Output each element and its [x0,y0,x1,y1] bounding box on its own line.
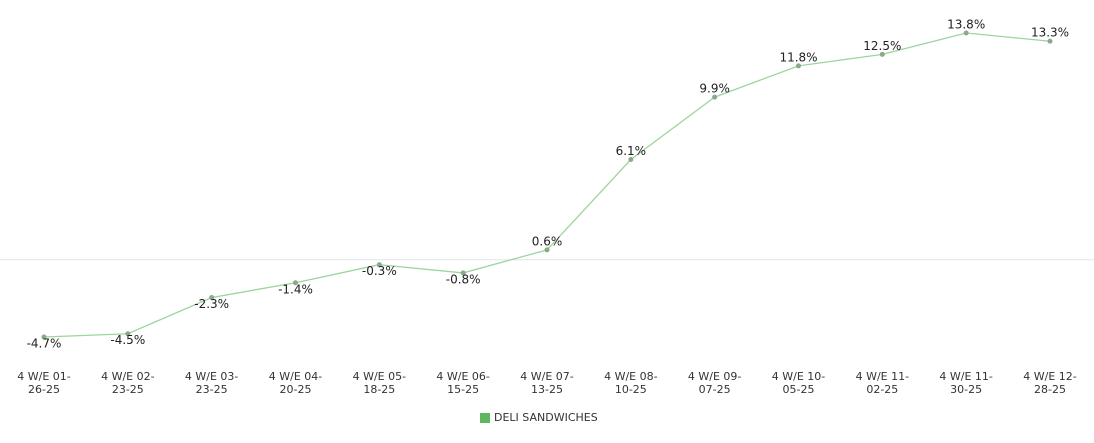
point [628,157,634,163]
legend: DELI SANDWICHES [480,411,598,424]
series-line [43,32,1051,338]
point [544,247,550,253]
x-tick-label: 4 W/E 08-10-25 [604,370,658,396]
data-label: 13.8% [947,18,985,32]
data-label: 0.6% [532,234,563,248]
data-label: -4.7% [27,337,62,351]
point [293,280,298,286]
point [712,94,718,100]
data-label: -0.3% [362,264,397,278]
x-tick-label: 4 W/E 11-30-25 [939,370,993,396]
data-label: 13.3% [1031,26,1069,40]
data-label: -0.8% [446,272,481,286]
x-tick-label: 4 W/E 03-23-25 [184,370,239,396]
data-label: 11.8% [779,50,817,64]
x-tick-label: 4 W/E 12-28-25 [1023,370,1077,396]
x-tick-label: 4 W/E 09-07-25 [687,370,742,396]
point [879,51,885,57]
x-tick-label: 4 W/E 05-18-25 [352,370,407,396]
point [460,270,466,276]
x-tick-label: 4 W/E 04-20-25 [268,370,323,396]
x-tick-label: 4 W/E 11-02-25 [855,370,910,396]
data-label: -2.3% [194,297,229,311]
data-label: 6.1% [616,144,647,158]
point [963,30,969,36]
legend-label: DELI SANDWICHES [494,411,598,424]
point [796,63,801,69]
x-tick-label: 4 W/E 07-13-25 [520,370,574,396]
data-label: -1.4% [278,282,313,296]
point [209,295,215,301]
data-label: -4.5% [110,333,145,347]
data-label: 12.5% [863,39,901,53]
data-label: 9.9% [699,82,730,96]
x-tick-label: 4 W/E 06-15-25 [436,370,490,396]
point [376,262,382,268]
x-tick-label: 4 W/E 10-05-25 [771,370,826,396]
x-tick-label: 4 W/E 02-23-25 [101,370,155,396]
legend-swatch [480,412,490,423]
point [1047,38,1053,44]
x-tick-label: 4 W/E 01-26-25 [17,370,71,396]
point [41,334,47,340]
point [125,331,131,337]
